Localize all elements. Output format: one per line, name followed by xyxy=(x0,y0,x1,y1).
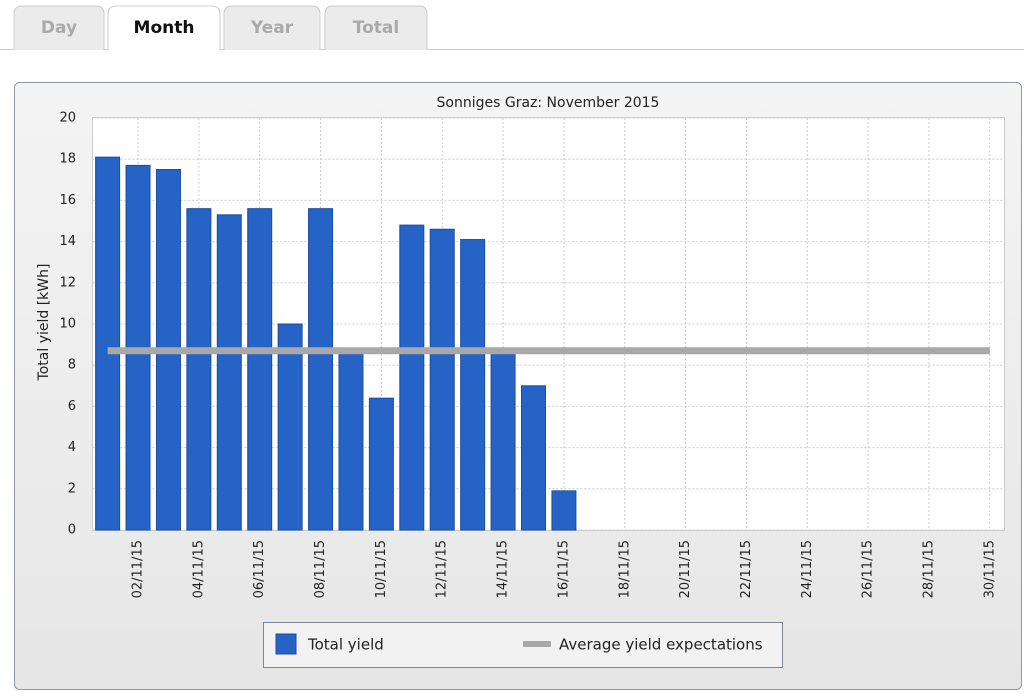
bar xyxy=(95,156,121,531)
y-tick-label: 6 xyxy=(68,399,76,414)
y-tick-label: 10 xyxy=(59,317,76,332)
bar xyxy=(490,350,516,531)
x-tick-label: 12/11/15 xyxy=(435,540,450,598)
tab-label[interactable]: Total xyxy=(353,18,399,38)
x-tick-label: 28/11/15 xyxy=(921,540,936,598)
y-tick-label: 18 xyxy=(59,152,76,167)
x-tick-label: 26/11/15 xyxy=(861,540,876,598)
x-tick-label: 18/11/15 xyxy=(617,540,632,598)
x-tick-label: 08/11/15 xyxy=(313,540,328,598)
tab[interactable] xyxy=(107,5,221,51)
y-tick-label: 0 xyxy=(68,523,76,538)
x-tick-label: 14/11/15 xyxy=(496,540,511,598)
tab[interactable] xyxy=(324,5,428,50)
x-tick-label: 24/11/15 xyxy=(800,540,815,598)
bar xyxy=(247,208,273,531)
bar xyxy=(520,385,546,531)
tab-label[interactable]: Day xyxy=(41,18,77,38)
bar xyxy=(399,224,425,531)
chart-title: Sonniges Graz: November 2015 xyxy=(437,95,660,111)
bar xyxy=(186,208,212,531)
y-tick-label: 4 xyxy=(68,440,76,455)
bar xyxy=(277,323,303,531)
bar xyxy=(460,239,486,531)
tab-label[interactable]: Month xyxy=(134,18,195,38)
bar xyxy=(551,490,577,531)
legend-swatch xyxy=(275,633,297,655)
legend-label: Total yield xyxy=(307,636,384,654)
x-tick-label: 30/11/15 xyxy=(982,540,997,598)
bar xyxy=(216,214,242,531)
tab[interactable] xyxy=(223,5,321,50)
tab-label[interactable]: Year xyxy=(250,18,294,38)
y-tick-label: 2 xyxy=(68,481,76,496)
x-tick-label: 06/11/15 xyxy=(252,540,267,598)
bar xyxy=(429,228,455,531)
bar xyxy=(338,350,364,531)
tab[interactable] xyxy=(13,5,105,50)
bar xyxy=(368,397,394,531)
y-axis-label: Total yield [kWh] xyxy=(36,264,52,382)
x-tick-label: 02/11/15 xyxy=(131,540,146,598)
x-tick-label: 16/11/15 xyxy=(556,540,571,598)
x-tick-label: 04/11/15 xyxy=(191,540,206,598)
bar xyxy=(308,208,334,531)
x-tick-label: 10/11/15 xyxy=(374,540,389,598)
y-tick-label: 14 xyxy=(59,234,76,249)
y-tick-label: 16 xyxy=(59,193,76,208)
legend-label: Average yield expectations xyxy=(559,636,763,654)
x-tick-label: 22/11/15 xyxy=(739,540,754,598)
y-tick-label: 12 xyxy=(59,275,76,290)
y-tick-label: 20 xyxy=(59,111,76,126)
x-tick-label: 20/11/15 xyxy=(678,540,693,598)
y-tick-label: 8 xyxy=(68,358,76,373)
